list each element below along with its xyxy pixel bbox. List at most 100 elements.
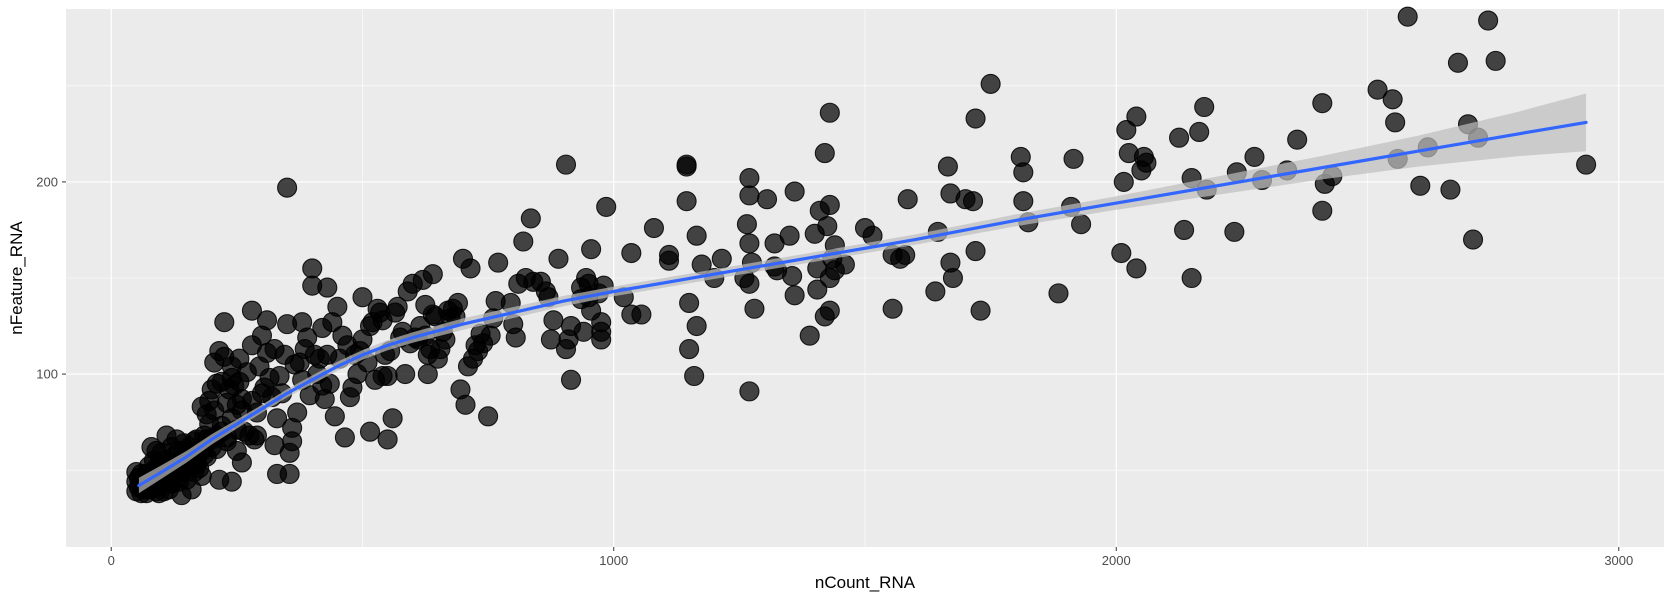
data-point: [334, 427, 355, 448]
data-point: [1048, 283, 1069, 304]
data-point: [739, 381, 760, 402]
data-point: [1063, 148, 1084, 169]
data-point: [1194, 96, 1215, 118]
data-point: [1013, 191, 1034, 212]
data-point: [739, 168, 760, 189]
data-point: [277, 177, 298, 198]
data-point: [352, 287, 373, 308]
data-point: [925, 281, 946, 302]
data-point: [267, 408, 288, 429]
data-point: [1576, 154, 1597, 175]
data-point: [744, 298, 765, 319]
data-point: [277, 314, 298, 335]
data-point: [251, 383, 273, 404]
data-point: [937, 156, 958, 177]
data-point: [450, 379, 471, 400]
data-point: [1189, 121, 1210, 143]
data-point: [809, 200, 830, 221]
data-point: [739, 185, 760, 206]
axis-ticks: 0 1000 2000 3000 100 200: [36, 174, 1633, 568]
data-point: [209, 469, 230, 490]
data-point: [560, 369, 582, 390]
data-point: [882, 298, 903, 319]
data-point: [513, 231, 534, 252]
x-tick-label: 0: [108, 553, 115, 568]
data-point: [764, 233, 785, 254]
x-axis-title: nCount_RNA: [815, 573, 916, 592]
data-point: [1287, 129, 1308, 150]
data-point: [241, 335, 262, 356]
data-point: [684, 365, 705, 387]
data-point: [965, 108, 986, 129]
data-point: [804, 223, 825, 244]
data-point: [1397, 6, 1418, 27]
data-point: [377, 429, 398, 450]
data-point: [452, 248, 474, 269]
data-point: [799, 325, 820, 346]
data-point: [942, 267, 963, 289]
data-point: [676, 191, 697, 212]
data-point: [312, 317, 333, 339]
data-point: [1478, 10, 1499, 31]
data-point: [540, 329, 561, 350]
data-point: [784, 181, 805, 202]
data-point: [711, 248, 732, 269]
data-point: [686, 225, 707, 246]
data-point: [819, 102, 840, 123]
data-point: [1244, 146, 1265, 167]
y-tick-label: 200: [36, 174, 58, 189]
data-point: [897, 189, 918, 210]
data-point: [339, 387, 360, 408]
data-point: [596, 196, 617, 217]
data-point: [814, 143, 835, 164]
data-point: [1485, 50, 1506, 71]
data-point: [591, 321, 612, 342]
data-point: [543, 310, 564, 331]
x-tick-label: 2000: [1102, 553, 1131, 568]
data-point: [631, 304, 652, 325]
data-point: [415, 294, 436, 315]
x-tick-label: 1000: [599, 553, 628, 568]
data-point: [658, 250, 680, 271]
data-point: [965, 241, 986, 262]
data-point: [1440, 179, 1461, 200]
data-point: [548, 248, 569, 269]
data-point: [1447, 52, 1469, 73]
data-point: [739, 233, 760, 254]
data-point: [1131, 160, 1152, 181]
data-point: [302, 275, 323, 296]
data-point: [1312, 200, 1333, 221]
data-point: [676, 156, 697, 177]
data-point: [364, 369, 386, 390]
y-axis-title: nFeature_RNA: [7, 221, 26, 335]
data-point: [264, 435, 285, 456]
data-point: [686, 315, 707, 337]
data-point: [324, 406, 345, 427]
data-point: [1169, 127, 1190, 148]
data-point: [1111, 242, 1132, 264]
data-point: [940, 183, 961, 204]
data-point: [485, 291, 506, 312]
data-point: [784, 285, 805, 306]
data-point: [478, 406, 499, 427]
data-point: [1462, 229, 1484, 250]
data-point: [508, 273, 529, 294]
data-point: [302, 258, 323, 279]
data-point: [555, 339, 577, 360]
data-point: [1224, 221, 1245, 242]
data-point: [241, 300, 262, 321]
data-point: [679, 292, 700, 314]
data-point: [756, 189, 778, 210]
data-point: [457, 356, 479, 377]
data-point: [555, 154, 577, 175]
y-tick-label: 100: [36, 367, 58, 382]
data-point: [581, 239, 602, 260]
data-point: [1116, 120, 1137, 141]
data-point: [1126, 258, 1147, 279]
data-point: [643, 217, 664, 239]
data-point: [1382, 89, 1403, 110]
data-point: [359, 421, 381, 442]
data-point: [736, 214, 757, 235]
data-point: [191, 396, 212, 417]
